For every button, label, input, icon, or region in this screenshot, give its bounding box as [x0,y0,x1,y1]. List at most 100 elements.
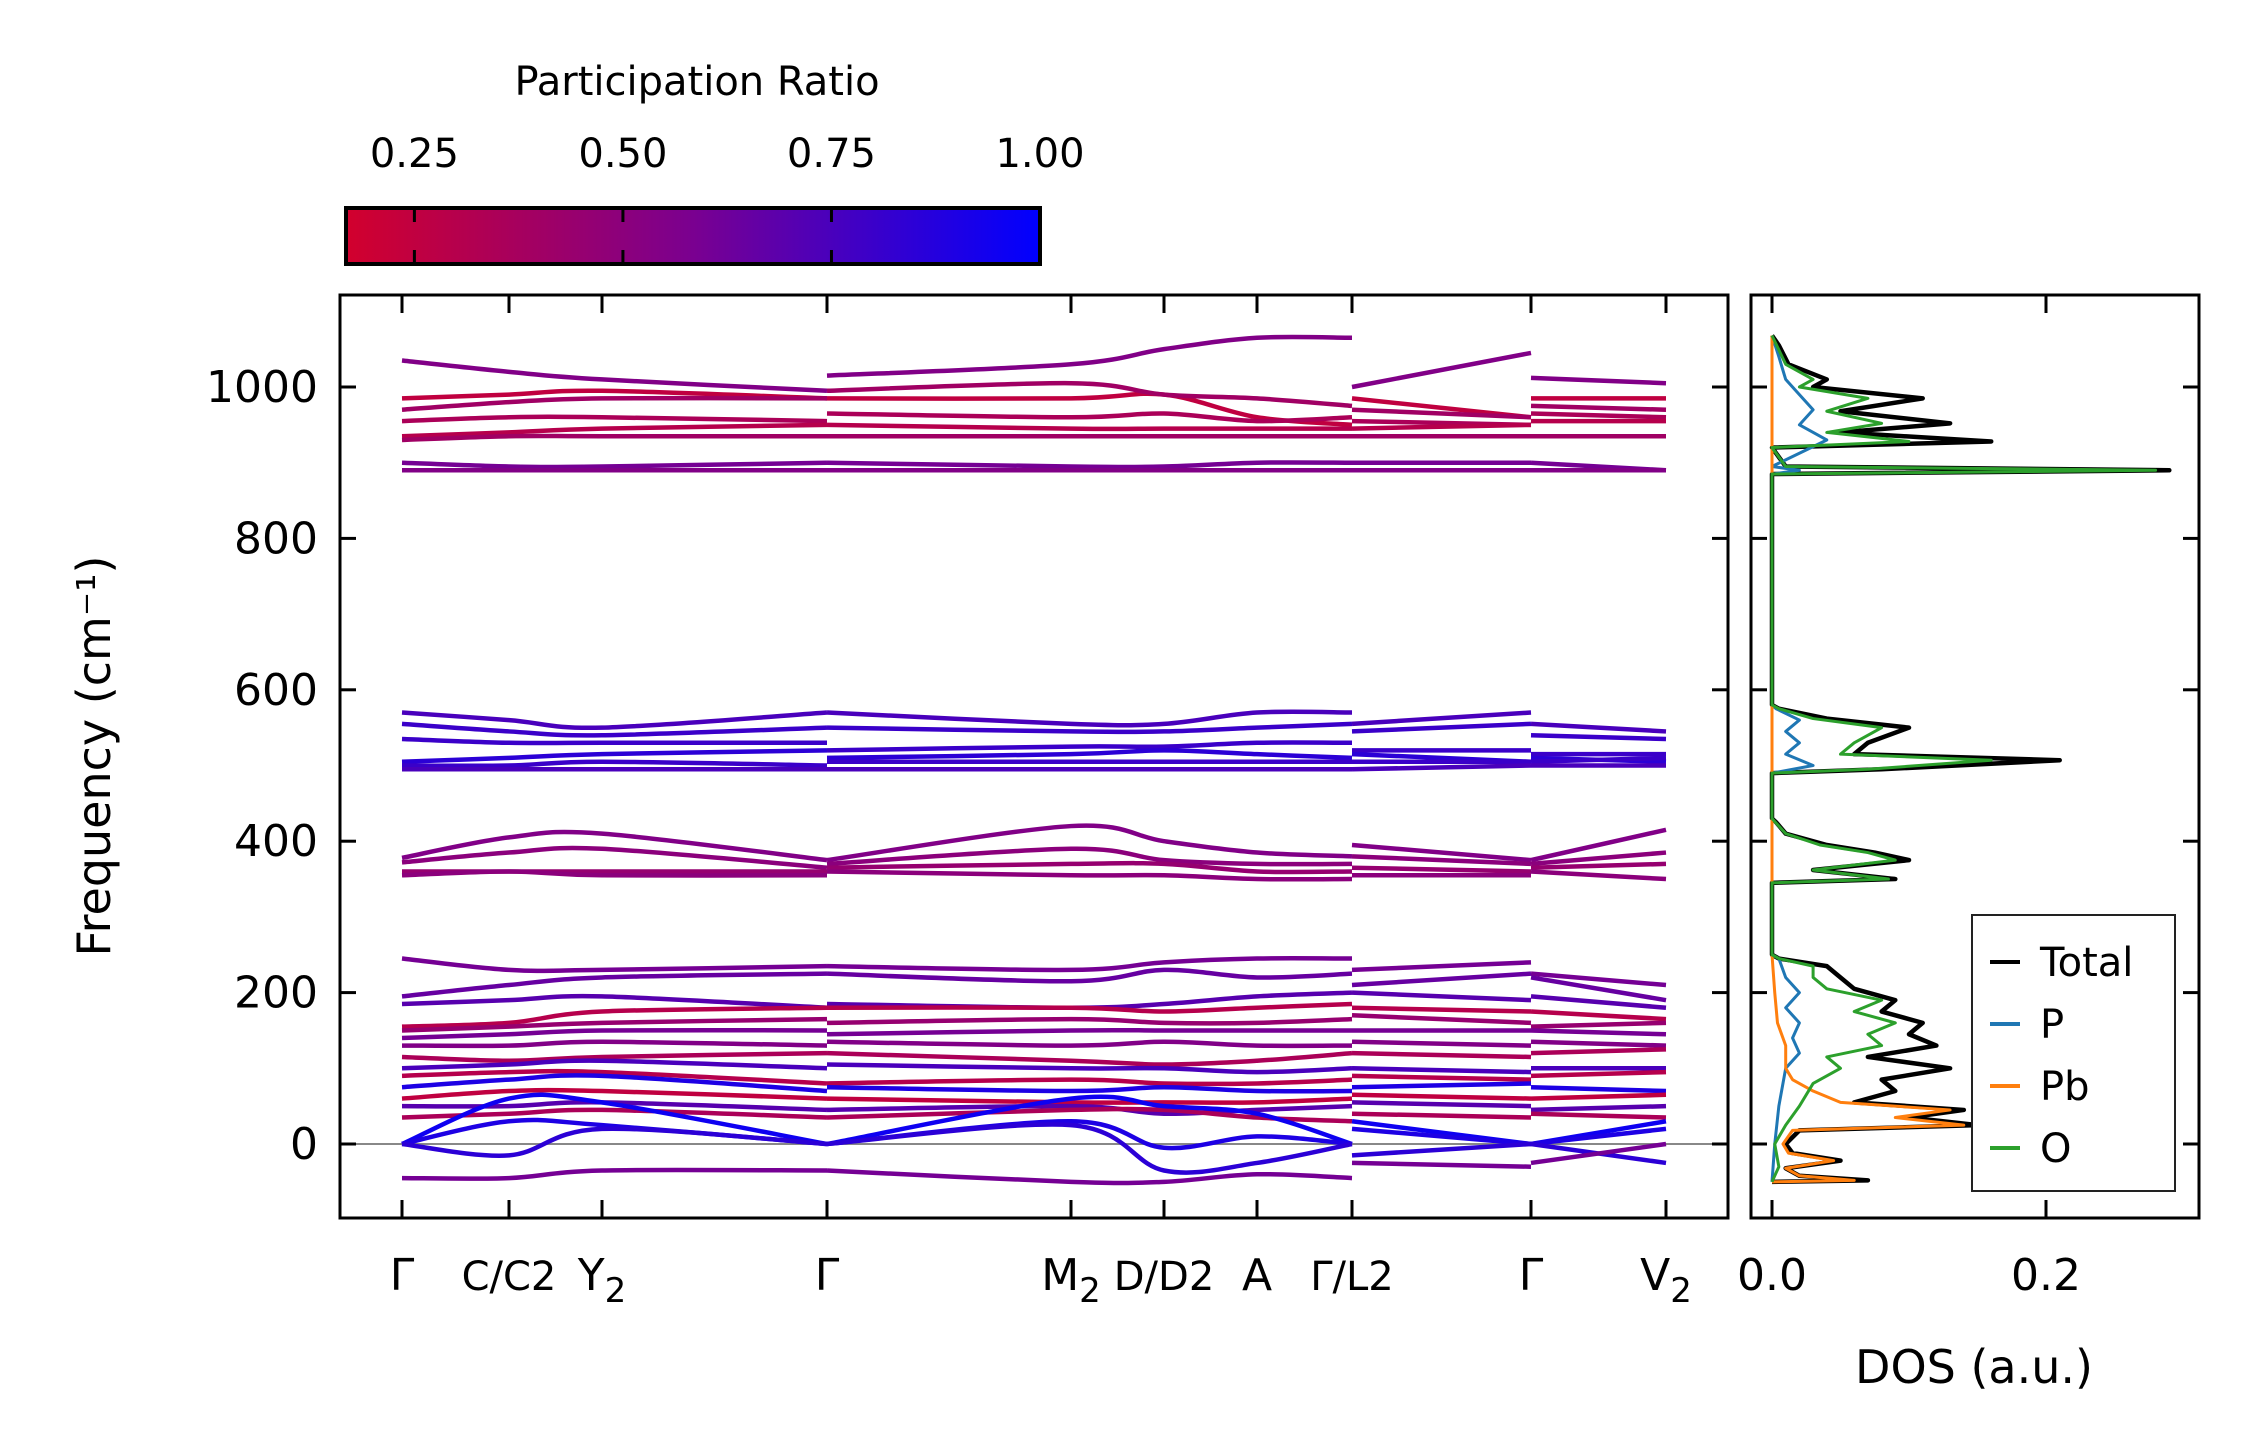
band-line [401,971,828,999]
band-line [1530,1047,1667,1056]
dos-axes-frame [1749,293,2201,1220]
band-line [401,395,828,412]
band-line [826,334,1353,378]
band-line [826,1077,1353,1087]
main-axes-frame [338,293,1730,1220]
colorbar-gradient [344,206,1042,266]
band-line [1530,411,1667,420]
legend-label-total: Total [2039,940,2133,986]
colorbar: Participation Ratio 0.25 0.50 0.75 1.00 [344,59,1085,266]
colorbar-title: Participation Ratio [514,59,879,105]
band-line [1351,1141,1532,1158]
band-line [826,1027,1352,1037]
band-line [401,358,828,394]
band-line [826,1094,1353,1147]
y-tick-label: 800 [234,513,318,564]
colorbar-tick-label: 0.75 [787,131,876,177]
y-tick-label: 200 [234,968,318,1019]
band-line [826,1039,1353,1049]
band-line [401,1058,828,1071]
band-line [826,411,1353,424]
dos-x-tick-label: 0.0 [1737,1250,1807,1301]
band-line [401,1126,828,1158]
band-line [826,823,1353,863]
band-line [826,1001,1353,1014]
band-line [1351,971,1532,988]
band-line [401,1016,828,1033]
band-line [1530,721,1667,734]
dos-line-p [1770,335,1829,1182]
band-line [401,1167,828,1181]
band-line [826,380,1353,409]
y-tick-label: 400 [234,816,318,867]
band-line [1351,1160,1532,1169]
x-tick-label: Γ [815,1250,840,1301]
band-line [1351,1013,1532,1026]
y-tick-label: 0 [290,1119,318,1170]
band-line [401,710,828,731]
band-line [401,1073,828,1094]
band-line [826,1062,1353,1075]
colorbar-tick-label: 0.50 [578,131,667,177]
x-tick-label: Γ/L2 [1310,1254,1394,1300]
dos-panel: 0.0 0.2 DOS (a.u.) Total P Pb O [1737,293,2201,1394]
band-line [401,460,828,470]
legend-label-p: P [2040,1002,2064,1048]
band-line [826,460,1353,470]
band-line [401,1100,828,1113]
band-line [401,748,828,764]
band-line [1530,1084,1667,1094]
band-line [1530,1009,1667,1022]
x-tick-label: Γ [390,1250,415,1301]
band-line [401,1005,828,1029]
band-line [1351,854,1532,867]
x-tick-label: Y2 [577,1250,627,1311]
band-line [1530,1039,1667,1048]
band-line [826,721,1353,735]
band-line [401,736,827,746]
band-line [1351,1111,1532,1120]
dos-x-axis-label: DOS (a.u.) [1855,1340,2093,1394]
band-line [826,869,1353,882]
band-line [401,422,828,439]
band-line [826,1084,1353,1094]
band-line [826,1122,1353,1175]
colorbar-tick-label: 1.00 [995,131,1084,177]
band-line [1530,861,1667,870]
band-line [1351,1005,1532,1014]
x-tick-label: M2 [1041,1250,1101,1311]
band-line [826,1016,1353,1026]
band-line [1530,1103,1667,1113]
band-line [1351,1126,1532,1147]
band-line [1351,422,1532,431]
band-line [1351,990,1532,1003]
band-line [826,1103,1353,1117]
band-line [1351,1066,1532,1075]
band-line [1351,721,1532,734]
band-line [826,709,1353,728]
band-line [826,846,1353,867]
band-line [401,388,828,401]
legend-label-pb: Pb [2040,1064,2090,1110]
band-line [826,1050,1353,1067]
band-line [1530,375,1667,386]
band-line [401,1050,828,1063]
dos-line-pb [1770,335,1966,1184]
y-tick-label: 1000 [206,362,318,413]
band-line [1530,1069,1667,1079]
x-tick-label: V2 [1640,1250,1692,1311]
band-line [1351,1092,1532,1101]
band-line [401,1087,828,1101]
band-line [401,759,828,769]
band-line [826,740,1353,753]
band-line [1530,827,1667,863]
band-line [401,721,828,738]
x-tick-label: C/C2 [462,1254,557,1300]
band-line [401,845,828,870]
band-line [826,422,1352,432]
band-line [1530,850,1667,867]
band-line [826,748,1353,761]
dos-x-tick-label: 0.2 [2011,1250,2081,1301]
